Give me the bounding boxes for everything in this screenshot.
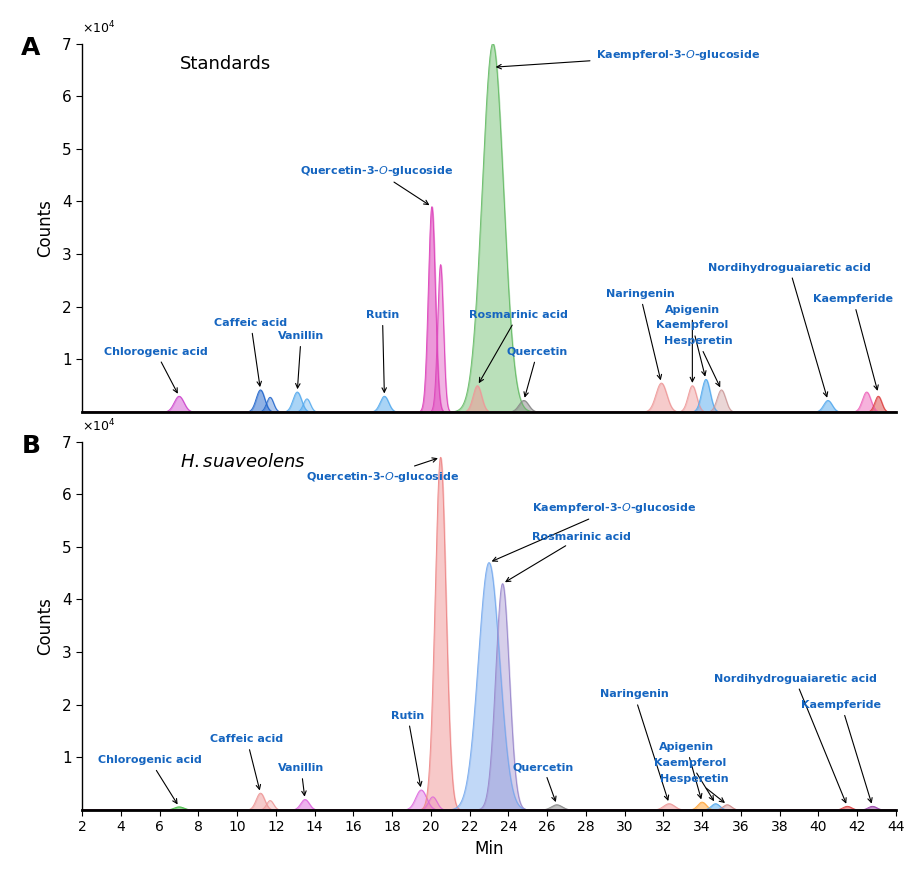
- X-axis label: Min: Min: [474, 840, 504, 858]
- Text: Kaempferol-3-$\it{O}$-glucoside: Kaempferol-3-$\it{O}$-glucoside: [493, 501, 696, 561]
- Text: Apigenin: Apigenin: [659, 742, 714, 798]
- Text: Hesperetin: Hesperetin: [664, 336, 732, 387]
- Y-axis label: Counts: Counts: [36, 199, 54, 257]
- Text: Kaempferide: Kaempferide: [813, 294, 893, 389]
- Text: Caffeic acid: Caffeic acid: [210, 734, 283, 789]
- Text: Hesperetin: Hesperetin: [660, 773, 728, 802]
- Text: B: B: [21, 434, 40, 458]
- Text: Vanillin: Vanillin: [278, 331, 324, 388]
- Text: Naringenin: Naringenin: [600, 690, 669, 800]
- Text: Apigenin: Apigenin: [664, 305, 720, 381]
- Text: $\times$10$^4$: $\times$10$^4$: [82, 417, 116, 434]
- Text: Quercetin-3-$\it{O}$-glucoside: Quercetin-3-$\it{O}$-glucoside: [306, 458, 459, 483]
- Text: $\times$10$^4$: $\times$10$^4$: [82, 19, 116, 37]
- Text: Nordihydroguaiaretic acid: Nordihydroguaiaretic acid: [714, 673, 877, 802]
- Text: Chlorogenic acid: Chlorogenic acid: [98, 755, 202, 803]
- Text: Caffeic acid: Caffeic acid: [214, 318, 287, 386]
- Text: Quercetin-3-$\it{O}$-glucoside: Quercetin-3-$\it{O}$-glucoside: [300, 164, 453, 205]
- Text: $\it{H. suaveolens}$: $\it{H. suaveolens}$: [180, 453, 305, 470]
- Y-axis label: Counts: Counts: [36, 597, 54, 655]
- Text: Rosmarinic acid: Rosmarinic acid: [469, 310, 568, 382]
- Text: Quercetin: Quercetin: [506, 347, 568, 396]
- Text: Kaempferol: Kaempferol: [654, 758, 727, 800]
- Text: Vanillin: Vanillin: [278, 763, 324, 795]
- Text: Kaempferol-3-$\it{O}$-glucoside: Kaempferol-3-$\it{O}$-glucoside: [497, 48, 760, 69]
- Text: Quercetin: Quercetin: [513, 762, 574, 801]
- Text: Rutin: Rutin: [366, 310, 399, 392]
- Text: Naringenin: Naringenin: [606, 289, 675, 379]
- Text: Chlorogenic acid: Chlorogenic acid: [104, 347, 207, 393]
- Text: A: A: [21, 37, 40, 60]
- Text: Rutin: Rutin: [391, 711, 424, 786]
- Text: Standards: Standards: [180, 55, 271, 72]
- Text: Kaempferide: Kaempferide: [802, 700, 881, 802]
- Text: Nordihydroguaiaretic acid: Nordihydroguaiaretic acid: [707, 262, 871, 396]
- Text: Rosmarinic acid: Rosmarinic acid: [506, 531, 631, 582]
- Text: Kaempferol: Kaempferol: [656, 321, 728, 375]
